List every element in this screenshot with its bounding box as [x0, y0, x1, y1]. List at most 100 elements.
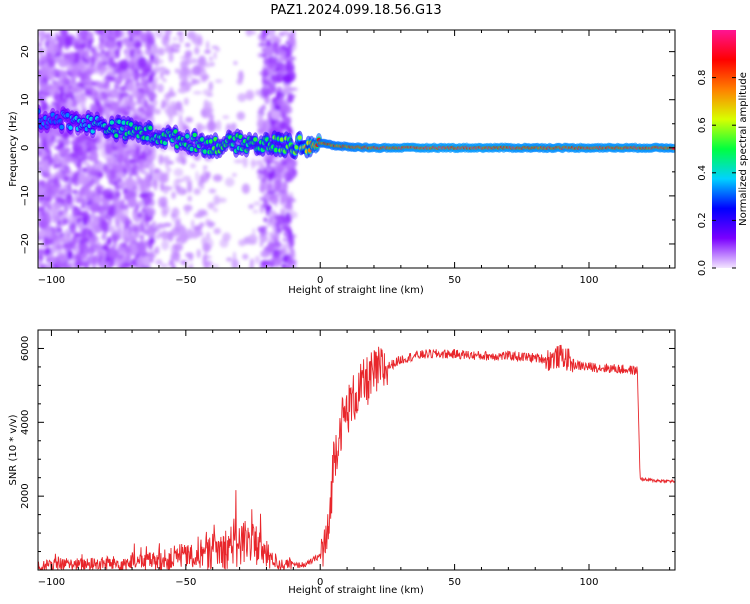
noise-blob	[125, 217, 129, 229]
noise-blob	[137, 155, 147, 160]
noise-blob	[149, 193, 153, 199]
noise-blob	[273, 241, 282, 249]
noise-blob	[61, 153, 70, 157]
noise-blob	[152, 43, 158, 55]
noise-blob	[50, 43, 60, 53]
noise-blob	[155, 30, 164, 39]
noise-blob	[208, 81, 213, 91]
colorbar-label: Normalized spectral amplitude	[738, 72, 749, 226]
noise-blob	[149, 168, 153, 180]
noise-blob	[157, 83, 164, 93]
noise-blob	[88, 243, 99, 253]
noise-blob	[201, 107, 212, 119]
noise-blob	[132, 248, 138, 252]
noise-blob	[128, 159, 134, 163]
noise-blob	[198, 55, 206, 66]
colorbar-tick-label: 0.4	[697, 165, 708, 181]
noise-blob	[279, 93, 284, 106]
ridge-core	[273, 147, 279, 153]
noise-blob	[136, 241, 145, 253]
noise-blob	[276, 227, 283, 233]
noise-blob	[40, 167, 48, 171]
noise-blob	[38, 211, 41, 217]
noise-blob	[59, 70, 64, 78]
noise-blob	[204, 62, 212, 68]
colorbar-ticks: 0.0 0.2 0.4 0.6 0.8	[697, 70, 736, 276]
noise-blob	[160, 104, 164, 110]
noise-blob	[122, 187, 128, 195]
noise-blob	[259, 162, 265, 171]
noise-blob	[157, 47, 165, 56]
noise-blob	[58, 78, 67, 87]
noise-blob	[119, 91, 130, 98]
noise-blob	[213, 51, 217, 60]
noise-blob	[80, 230, 85, 242]
noise-blob	[287, 94, 294, 103]
noise-blob	[148, 92, 157, 100]
noise-blob	[107, 248, 116, 259]
noise-blob	[179, 81, 187, 86]
noise-blob	[82, 215, 88, 226]
noise-blob	[186, 82, 195, 86]
noise-blob	[286, 265, 290, 268]
noise-blob	[112, 229, 121, 235]
noise-blob	[90, 55, 96, 67]
noise-blob	[233, 61, 238, 65]
noise-blob	[96, 137, 105, 149]
noise-blob	[287, 233, 292, 243]
noise-blob	[263, 217, 268, 223]
noise-blob	[200, 176, 205, 185]
noise-blob	[193, 91, 202, 95]
noise-blob	[281, 160, 288, 165]
noise-blob	[187, 252, 194, 261]
noise-blob	[130, 250, 138, 256]
noise-blob	[90, 202, 101, 213]
noise-blob	[84, 49, 90, 60]
noise-blob	[167, 105, 174, 116]
noise-blob	[127, 258, 133, 264]
noise-blob	[214, 79, 223, 83]
noise-blob	[102, 93, 112, 98]
noise-blob	[38, 186, 44, 197]
noise-blob	[115, 190, 121, 198]
noise-blob	[61, 242, 70, 249]
noise-blob	[91, 255, 99, 266]
noise-blob	[42, 140, 47, 148]
noise-blob	[53, 202, 64, 209]
noise-blob	[279, 121, 288, 131]
noise-blob	[162, 222, 172, 227]
noise-blob	[202, 89, 213, 96]
noise-blob	[270, 119, 276, 125]
noise-blob	[148, 240, 153, 251]
noise-blob	[75, 208, 79, 215]
noise-blob	[167, 231, 174, 243]
noise-blob	[107, 39, 117, 49]
noise-blob	[119, 246, 127, 252]
noise-blob	[135, 203, 140, 211]
spectrogram-y-tick-label: −10	[20, 185, 31, 206]
noise-blob	[50, 84, 57, 96]
noise-blob	[116, 40, 121, 46]
noise-blob	[38, 144, 42, 153]
noise-blob	[151, 148, 157, 161]
noise-blob	[110, 31, 120, 36]
noise-blob	[171, 191, 176, 200]
noise-blob	[80, 247, 85, 254]
noise-blob	[164, 30, 172, 36]
noise-blob	[213, 227, 221, 235]
noise-blob	[133, 72, 137, 80]
noise-blob	[152, 249, 159, 254]
noise-blob	[111, 232, 118, 243]
noise-blob	[53, 56, 63, 61]
noise-blob	[241, 183, 250, 194]
noise-blob	[127, 263, 137, 267]
noise-blob	[272, 160, 280, 165]
noise-blob	[64, 84, 68, 94]
snr-x-tick-label: −50	[175, 577, 196, 588]
noise-blob	[58, 60, 68, 68]
noise-blob	[102, 35, 107, 43]
noise-blob	[282, 224, 292, 232]
noise-blob	[85, 219, 95, 229]
noise-blob	[275, 120, 280, 124]
noise-blob	[170, 213, 175, 219]
